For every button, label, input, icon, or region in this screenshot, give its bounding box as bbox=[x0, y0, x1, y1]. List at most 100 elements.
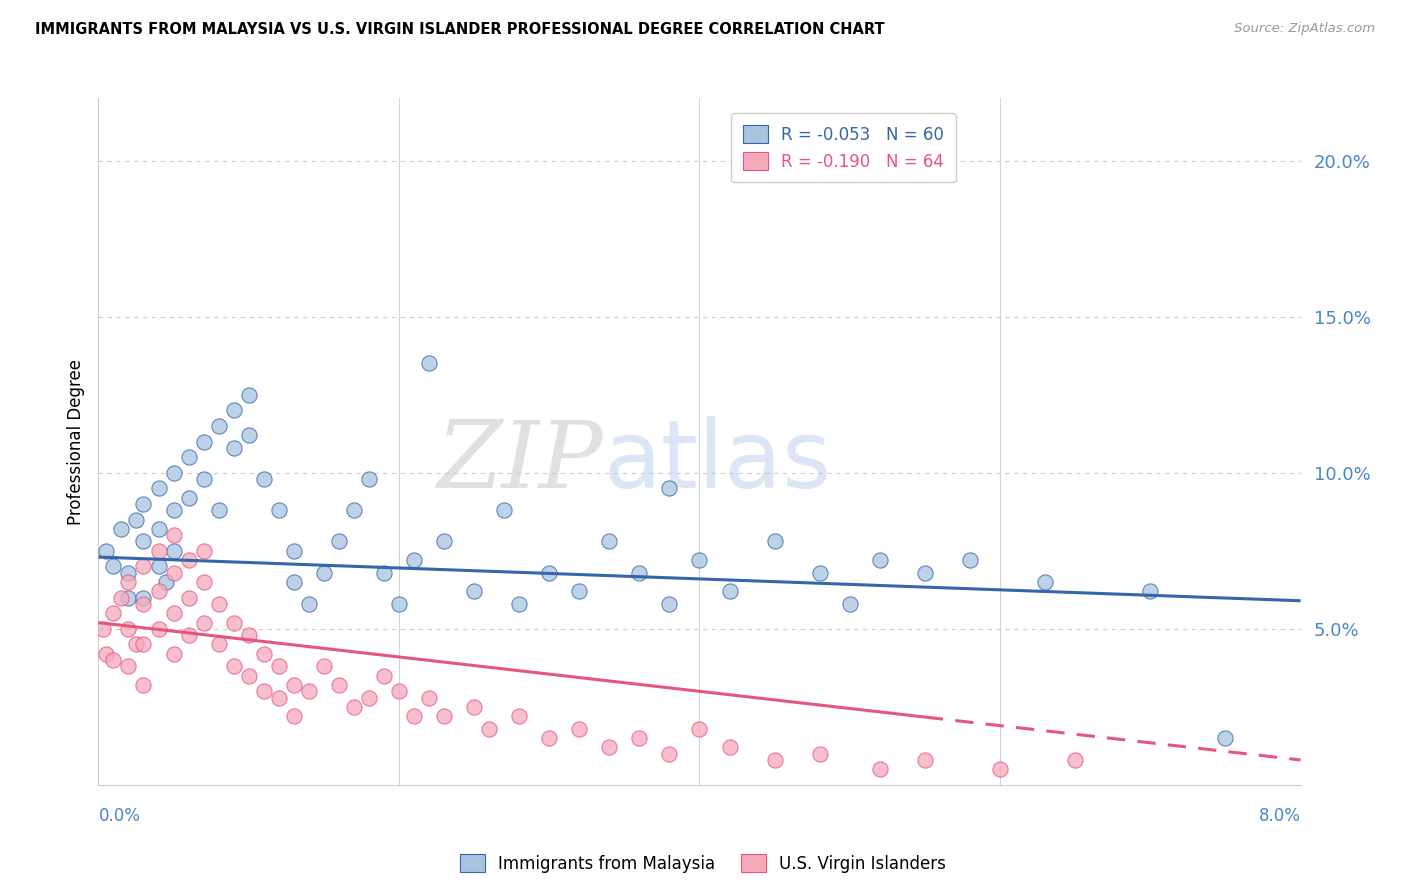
Point bbox=[658, 747, 681, 761]
Point bbox=[117, 574, 139, 589]
Point bbox=[373, 669, 395, 683]
Point bbox=[598, 740, 620, 755]
Text: Source: ZipAtlas.com: Source: ZipAtlas.com bbox=[1234, 22, 1375, 36]
Y-axis label: Professional Degree: Professional Degree bbox=[66, 359, 84, 524]
Point bbox=[94, 543, 117, 558]
Point bbox=[208, 503, 231, 517]
Point bbox=[568, 584, 591, 599]
Point bbox=[433, 534, 456, 549]
Point bbox=[238, 628, 260, 642]
Point bbox=[538, 566, 561, 580]
Point bbox=[148, 543, 170, 558]
Point bbox=[763, 534, 786, 549]
Point bbox=[162, 466, 184, 480]
Point bbox=[132, 559, 155, 574]
Point bbox=[838, 597, 860, 611]
Point bbox=[177, 591, 200, 605]
Point bbox=[283, 678, 305, 692]
Text: IMMIGRANTS FROM MALAYSIA VS U.S. VIRGIN ISLANDER PROFESSIONAL DEGREE CORRELATION: IMMIGRANTS FROM MALAYSIA VS U.S. VIRGIN … bbox=[35, 22, 884, 37]
Point bbox=[959, 553, 981, 567]
Point bbox=[402, 709, 425, 723]
Point bbox=[418, 356, 440, 370]
Point bbox=[177, 628, 200, 642]
Point bbox=[193, 543, 215, 558]
Point bbox=[388, 597, 411, 611]
Point bbox=[253, 472, 276, 486]
Point bbox=[298, 684, 321, 698]
Point bbox=[177, 491, 200, 505]
Point bbox=[208, 597, 231, 611]
Point bbox=[125, 637, 148, 651]
Text: ZIP: ZIP bbox=[437, 417, 603, 508]
Point bbox=[689, 722, 711, 736]
Point bbox=[808, 747, 831, 761]
Point bbox=[162, 647, 184, 661]
Point bbox=[238, 428, 260, 442]
Point bbox=[283, 709, 305, 723]
Point bbox=[208, 637, 231, 651]
Legend: Immigrants from Malaysia, U.S. Virgin Islanders: Immigrants from Malaysia, U.S. Virgin Is… bbox=[454, 847, 952, 880]
Point bbox=[658, 597, 681, 611]
Point bbox=[193, 434, 215, 449]
Point bbox=[222, 403, 245, 417]
Point bbox=[628, 731, 651, 746]
Point bbox=[914, 753, 936, 767]
Point bbox=[298, 597, 321, 611]
Point bbox=[162, 528, 184, 542]
Point bbox=[388, 684, 411, 698]
Text: 8.0%: 8.0% bbox=[1258, 807, 1301, 825]
Point bbox=[253, 684, 276, 698]
Point bbox=[988, 762, 1011, 776]
Point bbox=[312, 566, 335, 580]
Point bbox=[568, 722, 591, 736]
Point bbox=[94, 647, 117, 661]
Point bbox=[162, 503, 184, 517]
Point bbox=[508, 709, 530, 723]
Point bbox=[418, 690, 440, 705]
Point bbox=[132, 597, 155, 611]
Point bbox=[312, 659, 335, 673]
Point bbox=[148, 622, 170, 636]
Point bbox=[148, 584, 170, 599]
Point bbox=[357, 690, 380, 705]
Point bbox=[117, 659, 139, 673]
Point bbox=[494, 503, 516, 517]
Point bbox=[1064, 753, 1087, 767]
Point bbox=[222, 615, 245, 630]
Point bbox=[402, 553, 425, 567]
Point bbox=[328, 534, 350, 549]
Point bbox=[373, 566, 395, 580]
Point bbox=[132, 534, 155, 549]
Point bbox=[91, 622, 114, 636]
Point bbox=[1215, 731, 1237, 746]
Point bbox=[628, 566, 651, 580]
Point bbox=[433, 709, 456, 723]
Point bbox=[598, 534, 620, 549]
Point bbox=[132, 637, 155, 651]
Point bbox=[869, 762, 891, 776]
Point bbox=[110, 522, 132, 536]
Text: atlas: atlas bbox=[603, 417, 831, 508]
Point bbox=[103, 653, 125, 667]
Point bbox=[103, 559, 125, 574]
Point bbox=[689, 553, 711, 567]
Point bbox=[103, 607, 125, 621]
Point bbox=[132, 591, 155, 605]
Point bbox=[148, 482, 170, 496]
Point bbox=[193, 615, 215, 630]
Point bbox=[253, 647, 276, 661]
Text: 0.0%: 0.0% bbox=[98, 807, 141, 825]
Point bbox=[914, 566, 936, 580]
Point bbox=[869, 553, 891, 567]
Point bbox=[177, 450, 200, 464]
Point bbox=[125, 512, 148, 526]
Point bbox=[267, 503, 290, 517]
Point bbox=[718, 584, 741, 599]
Point bbox=[222, 441, 245, 455]
Point bbox=[538, 731, 561, 746]
Legend: R = -0.053   N = 60, R = -0.190   N = 64: R = -0.053 N = 60, R = -0.190 N = 64 bbox=[731, 113, 956, 182]
Point bbox=[162, 566, 184, 580]
Point bbox=[177, 553, 200, 567]
Point bbox=[148, 559, 170, 574]
Point bbox=[718, 740, 741, 755]
